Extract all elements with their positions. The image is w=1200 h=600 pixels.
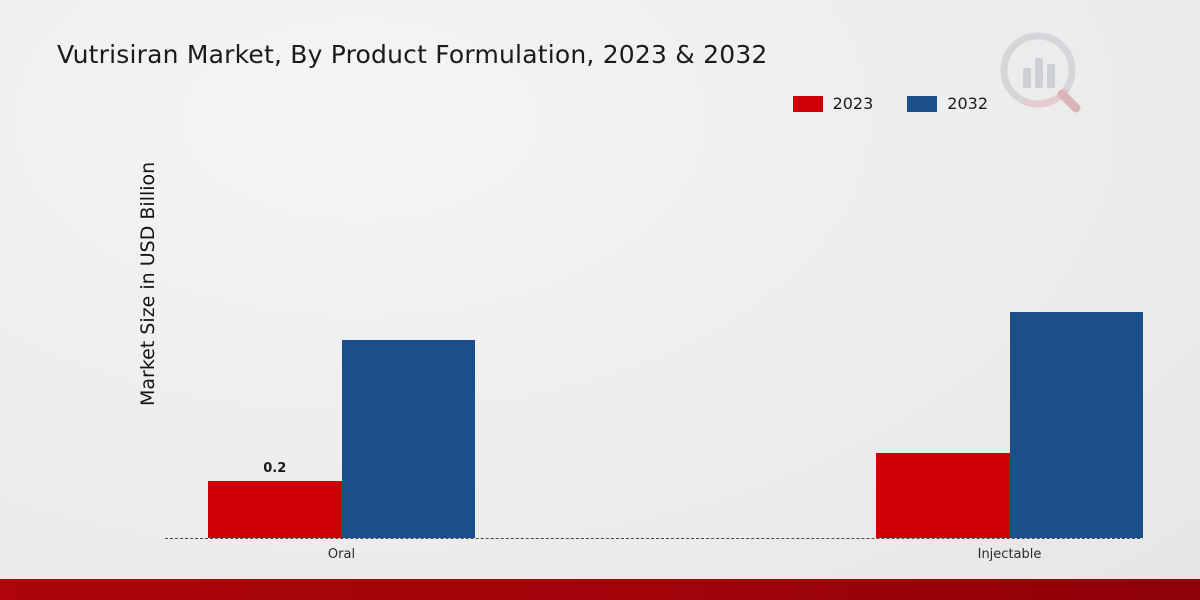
legend-item-2023: 2023 <box>792 94 874 113</box>
legend-item-2032: 2032 <box>907 94 988 113</box>
footer-accent-strip <box>0 579 1200 600</box>
chart-title: Vutrisiran Market, By Product Formulatio… <box>57 40 768 69</box>
chart-legend: 2023 2032 <box>792 94 988 113</box>
bar-2023-oral: 0.2 <box>208 461 342 538</box>
legend-swatch-2023 <box>792 95 823 112</box>
x-axis-baseline <box>165 538 1140 539</box>
y-axis-label: Market Size in USD Billion <box>137 161 160 406</box>
legend-label-2032: 2032 <box>947 94 988 113</box>
brand-logo-watermark <box>1000 32 1081 113</box>
legend-swatch-2032 <box>907 95 938 112</box>
category-label-injectable: Injectable <box>977 547 1042 562</box>
legend-label-2023: 2023 <box>832 94 874 113</box>
category-label-oral: Oral <box>327 547 356 562</box>
bar-value-label: 0.2 <box>263 461 287 476</box>
bar-2032-injectable <box>1009 312 1143 538</box>
bar-group-injectable: Injectable <box>876 255 1143 562</box>
bar-2032-oral <box>341 340 475 538</box>
plot-area: 0.2 Oral Injectable <box>165 255 1143 562</box>
bar-group-oral: 0.2 Oral <box>208 255 475 562</box>
bar-2023-injectable <box>876 453 1010 538</box>
